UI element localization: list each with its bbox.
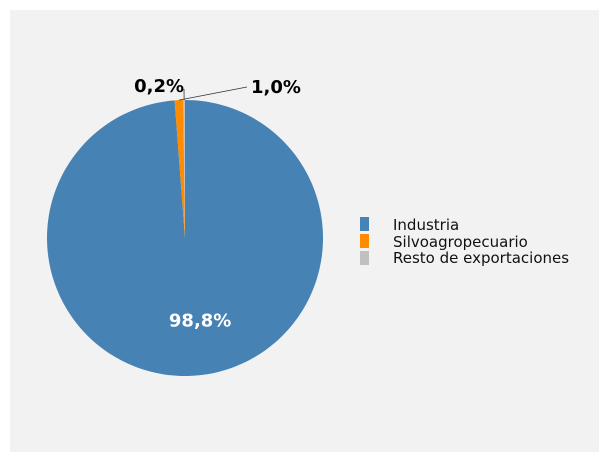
pie-slices bbox=[47, 100, 324, 376]
legend-label-industria: Industria bbox=[393, 216, 459, 234]
legend-label-resto-exportaciones: Resto de exportaciones bbox=[393, 249, 569, 267]
slice-resto-exportaciones bbox=[183, 100, 185, 238]
slice-industria bbox=[47, 100, 324, 376]
data-label-silvoagropecuario: 1,0% bbox=[251, 77, 301, 98]
legend-swatch-silvoagropecuario bbox=[360, 234, 369, 248]
legend-label-silvoagropecuario: Silvoagropecuario bbox=[393, 233, 528, 251]
slice-silvoagropecuario bbox=[174, 100, 185, 238]
data-label-resto-exportaciones: 0,2% bbox=[134, 76, 184, 97]
leader-lines bbox=[178, 86, 248, 101]
legend: Industria Silvoagropecuario Resto de exp… bbox=[360, 216, 569, 267]
legend-swatch-resto-exportaciones bbox=[360, 251, 369, 265]
legend-swatch-industria bbox=[360, 217, 369, 231]
leader-line-silvoagropecuario bbox=[178, 86, 248, 101]
data-label-industria: 98,8% bbox=[169, 311, 231, 332]
